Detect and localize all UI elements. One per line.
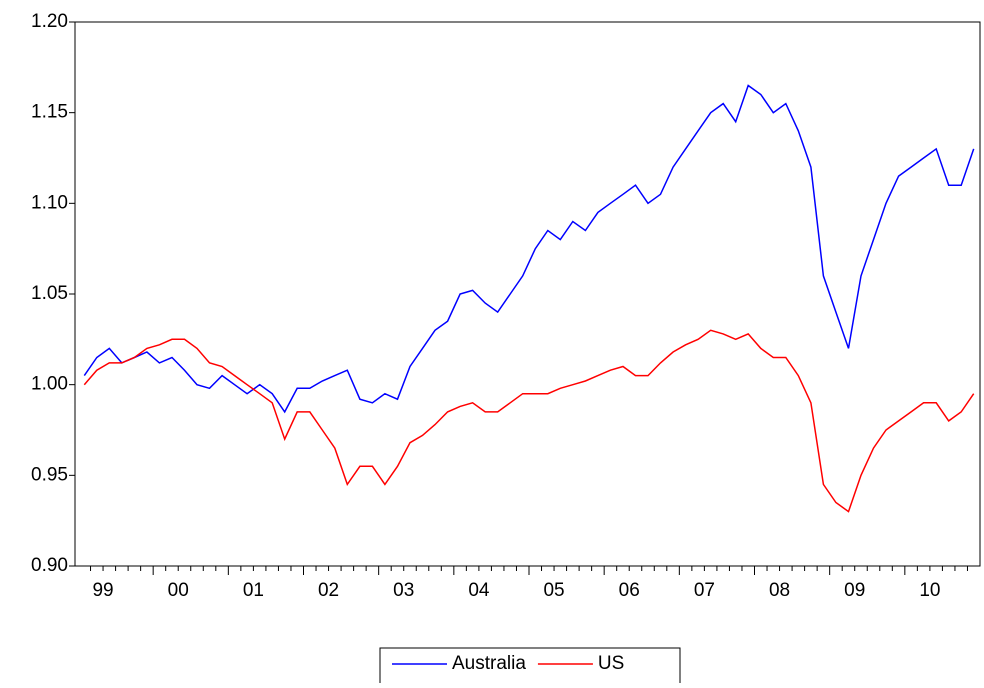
legend-box bbox=[379, 647, 681, 685]
x-tick-label: 03 bbox=[393, 580, 414, 601]
legend-label: Australia bbox=[452, 653, 526, 674]
y-tick-label: 0.90 bbox=[31, 555, 68, 576]
y-tick-label: 1.15 bbox=[31, 102, 68, 123]
y-tick-label: 0.95 bbox=[31, 464, 68, 485]
legend: Australia US bbox=[379, 647, 681, 685]
x-tick-label: 99 bbox=[92, 580, 113, 601]
series-line bbox=[83, 329, 975, 513]
series-line bbox=[83, 84, 975, 414]
x-tick-label: 00 bbox=[168, 580, 189, 601]
y-tick-label: 1.05 bbox=[31, 283, 68, 304]
x-tick-label: 01 bbox=[243, 580, 264, 601]
x-tick-label: 04 bbox=[468, 580, 490, 601]
y-tick-label: 1.00 bbox=[31, 374, 68, 395]
x-tick-label: 05 bbox=[543, 580, 564, 601]
y-tick-label: 1.20 bbox=[31, 11, 68, 32]
y-tick-label: 1.10 bbox=[31, 192, 68, 213]
x-tick-label: 02 bbox=[318, 580, 339, 601]
x-tick-label: 09 bbox=[844, 580, 865, 601]
x-tick-label: 08 bbox=[769, 580, 790, 601]
plot-frame bbox=[74, 21, 981, 567]
x-tick-label: 10 bbox=[919, 580, 940, 601]
x-tick-label: 07 bbox=[694, 580, 715, 601]
x-tick-label: 06 bbox=[619, 580, 640, 601]
legend-label: US bbox=[598, 653, 624, 674]
